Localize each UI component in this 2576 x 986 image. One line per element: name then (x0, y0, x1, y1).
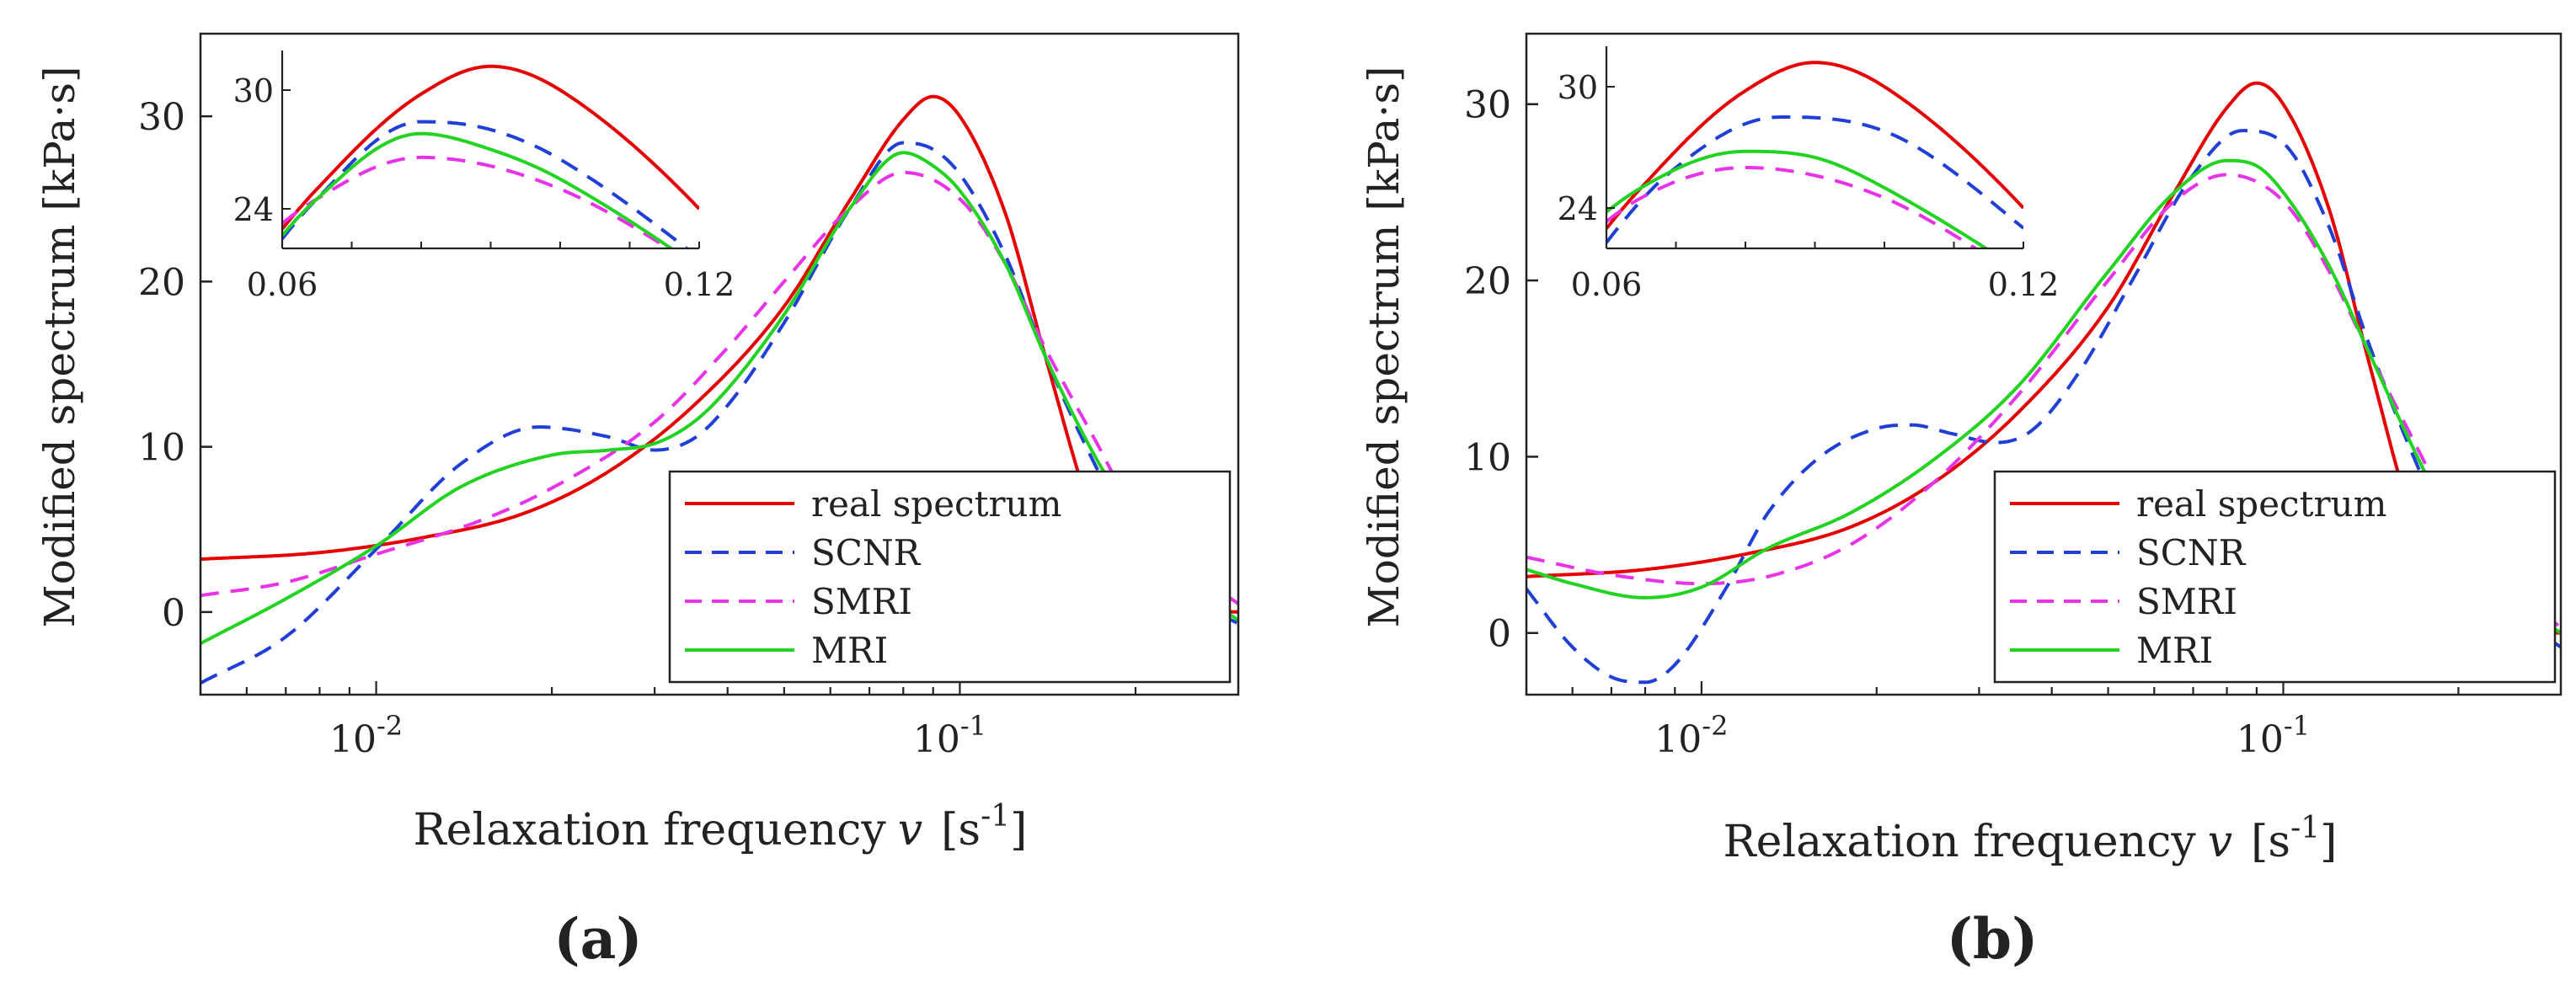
inset-x-tick-label: 0.06 (247, 266, 318, 303)
x-axis-unit-open-a: [s (941, 805, 981, 855)
inset-y-tick-label: 30 (233, 72, 274, 109)
inset-series (1606, 61, 2023, 248)
y-axis-label-b: Modified spectrum [kPa·s] (1360, 67, 1408, 628)
x-axis-label-b: Relaxation frequency v [s-1] (1724, 811, 2338, 867)
inset-x-tick-label: 0.12 (664, 266, 735, 303)
legend-a: real spectrum SCNR SMRI MRI (668, 470, 1232, 684)
x-axis-label-text-a: Relaxation frequency (414, 805, 887, 855)
panel-label-b: (b) (1947, 906, 2039, 972)
x-tick-label: 10-2 (329, 710, 403, 761)
y-tick-label: 10 (138, 427, 185, 470)
series-line-mri (1526, 158, 2561, 635)
legend-entry: SMRI (811, 581, 912, 622)
y-tick-label: 0 (1488, 613, 1511, 656)
y-tick-label: 10 (1464, 436, 1511, 479)
x-tick-label: 10-1 (913, 710, 986, 761)
legend-entry: SCNR (2136, 532, 2247, 573)
axes-box-a (199, 32, 1240, 696)
legend-entry: MRI (2136, 630, 2213, 671)
inset-line-real-spectrum (1606, 61, 2023, 230)
inset-y-tick-label: 24 (233, 191, 274, 228)
x-axis-unit-exp-a: -1 (981, 799, 1010, 834)
panel-b: 0 10 20 30 10-2 10-1 24 30 0.06 0.12 real spectr… (1360, 32, 2563, 972)
x-axis-unit-close-b: ] (2320, 817, 2337, 867)
legend-entry: MRI (811, 630, 888, 671)
panel-a: 0 10 20 30 10-2 10-1 24 30 0.06 0.12 real spectr… (35, 32, 1240, 972)
y-tick-label: 20 (1464, 260, 1511, 303)
inset-line-mri (1606, 149, 1990, 248)
x-axis-unit-exp-b: -1 (2290, 811, 2320, 845)
y-axis-label-a: Modified spectrum [kPa·s] (35, 67, 84, 628)
inset-line-scnr (282, 120, 690, 248)
y-tick-label: 30 (138, 96, 185, 139)
axes-box-b (1525, 32, 2563, 696)
series-layer-b (1526, 81, 2561, 685)
inset-y-tick-label: 24 (1558, 190, 1598, 227)
y-tick-label: 30 (1464, 84, 1511, 127)
inset-x-tick-label: 0.06 (1571, 266, 1643, 303)
inset-a: 24 30 0.06 0.12 (233, 51, 735, 303)
inset-x-tick-label: 0.12 (1988, 266, 2060, 303)
inset-line-mri (282, 131, 675, 248)
series-line-smri (200, 170, 1238, 605)
inset-line-smri (1606, 166, 1979, 248)
x-axis-label-text-b: Relaxation frequency (1724, 817, 2197, 867)
series-line-real-spectrum (1526, 81, 2561, 635)
inset-line-real-spectrum (282, 64, 699, 231)
inset-b: 24 30 0.06 0.12 (1558, 46, 2060, 303)
x-axis-unit-open-b: [s (2251, 817, 2290, 867)
x-axis-var-b: v (2208, 817, 2232, 867)
series-line-mri (200, 151, 1238, 645)
inset-line-smri (282, 155, 672, 248)
x-tick-label: 10-1 (2237, 710, 2310, 761)
x-tick-label: 10-2 (1654, 710, 1728, 761)
inset-y-tick-label: 30 (1558, 69, 1598, 106)
legend-entry: SMRI (2136, 581, 2237, 622)
legend-entry: SCNR (811, 532, 922, 573)
inset-series (282, 64, 699, 248)
legend-entry: real spectrum (2136, 483, 2386, 525)
y-tick-label: 0 (162, 592, 185, 635)
x-axis-unit-close-a: ] (1010, 805, 1027, 855)
panel-label-a: (a) (553, 906, 642, 972)
series-layer-a (200, 94, 1238, 685)
x-axis-label-a: Relaxation frequency v [s-1] (414, 799, 1028, 855)
y-tick-label: 20 (138, 261, 185, 304)
legend-entry: real spectrum (811, 483, 1061, 525)
x-axis-var-a: v (898, 805, 922, 855)
legend-b: real spectrum SCNR SMRI MRI (1993, 470, 2557, 684)
